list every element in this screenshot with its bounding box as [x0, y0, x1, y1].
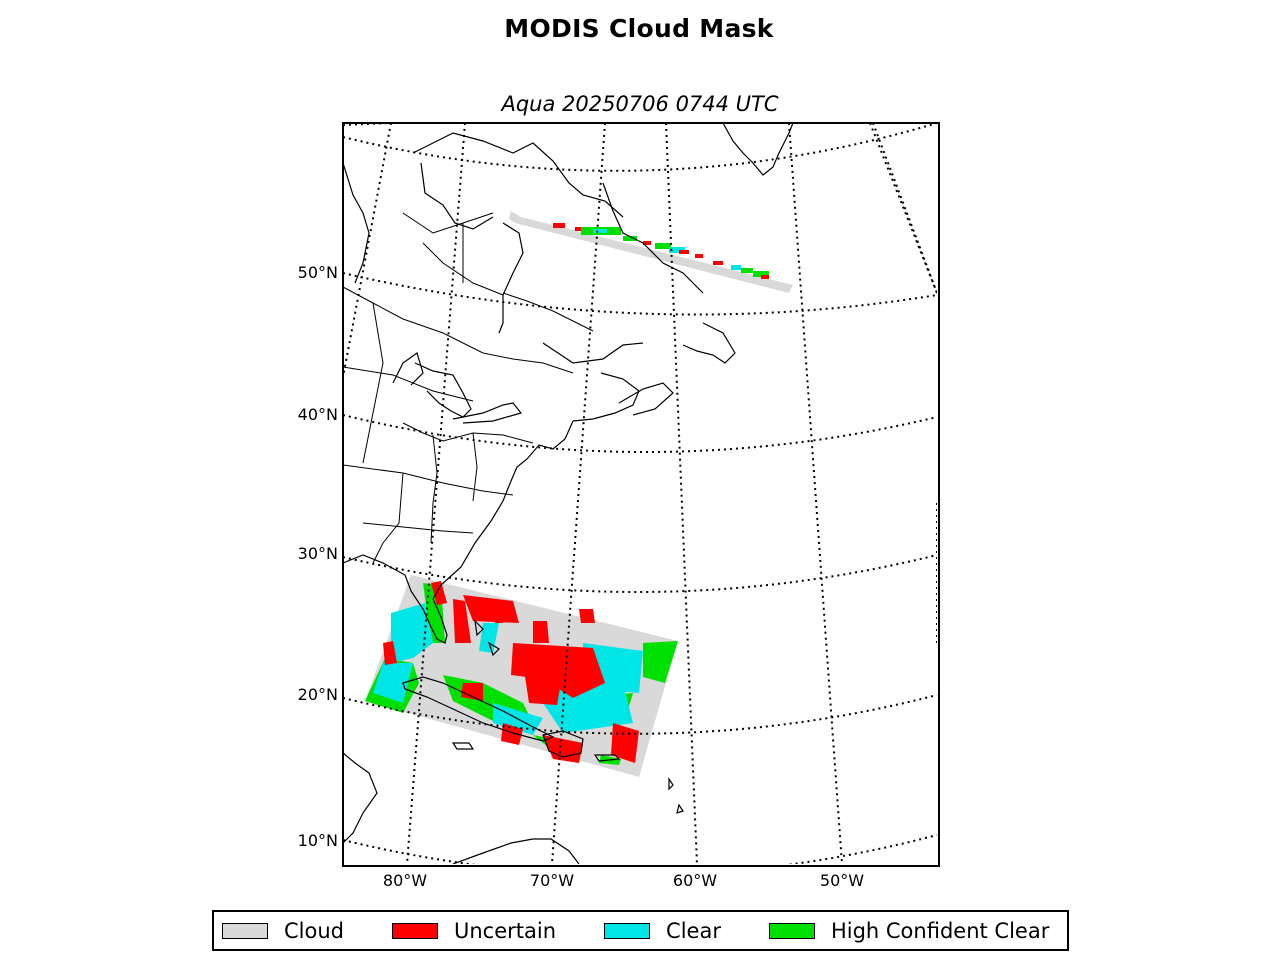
lon-label-50w: 50°W	[819, 871, 865, 890]
lon-label-70w: 70°W	[529, 871, 575, 890]
lat-label-40: 40°N	[297, 405, 338, 424]
graticule-longitudes	[343, 123, 937, 864]
map-area[interactable]	[343, 123, 937, 864]
coastlines	[343, 123, 794, 864]
legend-item-high-confident-clear: High Confident Clear	[768, 918, 1050, 943]
lat-label-10: 10°N	[297, 831, 338, 850]
map-title: MODIS Cloud Mask	[504, 14, 774, 43]
lat-label-20: 20°N	[297, 685, 338, 704]
map-canvas	[343, 123, 937, 864]
legend: Cloud Uncertain Clear High Confident Cle…	[212, 910, 1069, 951]
legend-swatch-cloud	[222, 922, 268, 939]
legend-swatch-high-confident-clear	[768, 922, 815, 939]
upper-swath-cloud	[509, 211, 793, 293]
graticule-latitudes	[343, 123, 937, 864]
legend-item-clear: Clear	[604, 919, 761, 943]
lat-label-50: 50°N	[297, 263, 338, 282]
legend-label-cloud: Cloud	[284, 918, 344, 943]
lat-label-30: 30°N	[297, 544, 338, 563]
upper-swath-pixels	[553, 223, 769, 279]
map-subtitle: Aqua 20250706 0744 UTC	[501, 92, 779, 116]
lon-label-80w: 80°W	[382, 871, 428, 890]
political-borders	[343, 212, 594, 564]
legend-swatch-clear	[604, 922, 651, 939]
legend-label-clear: Clear	[666, 918, 721, 943]
lower-swath-pixels	[365, 581, 678, 765]
legend-item-uncertain: Uncertain	[392, 919, 596, 943]
legend-label-high-confident-clear: High Confident Clear	[830, 918, 1050, 943]
legend-label-uncertain: Uncertain	[454, 918, 557, 943]
legend-swatch-uncertain	[392, 922, 438, 939]
upper-swath	[509, 211, 793, 293]
legend-item-cloud: Cloud	[222, 919, 384, 943]
lon-label-60w: 60°W	[672, 871, 718, 890]
lower-swath	[365, 575, 678, 777]
